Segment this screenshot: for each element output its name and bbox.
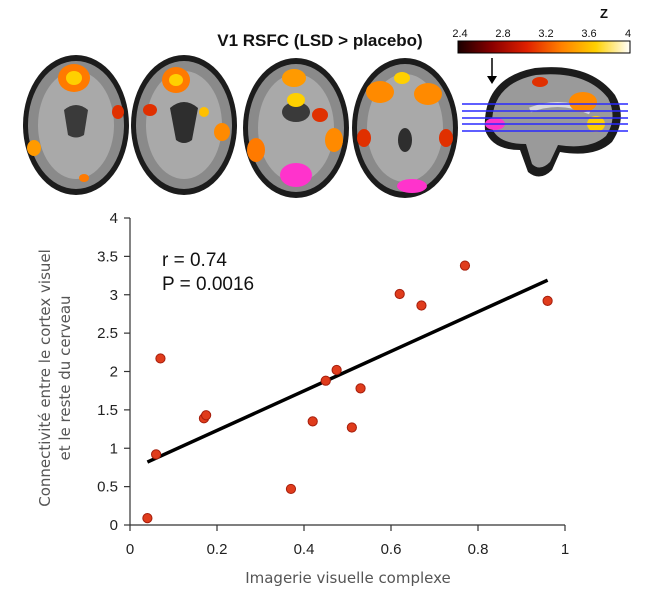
data-point — [394, 288, 405, 300]
x-tick-label: 0 — [126, 541, 134, 558]
y-tick-label: 0.5 — [97, 479, 118, 496]
colorbar-label: Z — [600, 6, 608, 21]
colorbar-tick: 3.6 — [581, 28, 596, 40]
y-tick-label: 3.5 — [97, 248, 118, 265]
data-point — [155, 353, 166, 364]
brain-slice-sagittal — [462, 67, 628, 177]
y-tick-label: 1 — [110, 440, 118, 457]
y-axis-ticks: 0 0.5 1 1.5 2 2.5 3 3.5 4 — [97, 210, 130, 534]
x-tick-label: 0.8 — [468, 541, 489, 558]
x-tick-label: 0.6 — [381, 541, 402, 558]
data-point — [346, 422, 357, 433]
y-tick-label: 0 — [110, 517, 118, 534]
scatter-plot: 0 0.5 1 1.5 2 2.5 3 3.5 4 0 0.2 0.4 0.6 0.8 1 — [97, 210, 569, 558]
data-point — [201, 410, 212, 421]
data-point — [285, 483, 297, 495]
brain-slice-axial-2 — [131, 55, 237, 195]
data-point — [542, 295, 553, 306]
arrow-down-icon — [487, 58, 497, 84]
figure-title: V1 RSFC (LSD > placebo) — [217, 31, 422, 50]
data-point — [459, 260, 471, 271]
y-tick-label: 2 — [110, 364, 118, 381]
y-tick-label: 1.5 — [97, 402, 118, 419]
x-axis-label: Imagerie visuelle complexe — [245, 569, 451, 587]
data-points — [142, 260, 553, 524]
colorbar-tick: 2.4 — [452, 28, 467, 40]
p-value: P = 0.0016 — [162, 274, 254, 295]
data-point — [416, 300, 427, 311]
y-tick-label: 3 — [110, 287, 118, 304]
data-point — [151, 449, 162, 460]
colorbar-tick: 2.8 — [495, 28, 510, 40]
brain-slice-axial-4 — [352, 58, 458, 198]
y-axis-label-line-1: Connectivité entre le cortex visuel — [36, 249, 54, 507]
regression-line — [146, 278, 549, 464]
data-point — [307, 416, 318, 427]
data-point — [355, 383, 366, 394]
data-point — [331, 364, 342, 376]
brain-slice-axial-3 — [243, 58, 349, 198]
data-point — [320, 375, 331, 386]
colorbar-tick: 3.2 — [538, 28, 553, 40]
correlation-r: r = 0.74 — [162, 250, 227, 271]
colorbar — [457, 40, 631, 54]
x-tick-label: 1 — [561, 541, 569, 558]
x-tick-label: 0.2 — [207, 541, 228, 558]
colorbar-tick: 4 — [625, 28, 631, 40]
x-tick-label: 0.4 — [294, 541, 315, 558]
brain-slice-axial-1 — [23, 55, 129, 195]
data-point — [142, 512, 153, 524]
x-axis-ticks: 0 0.2 0.4 0.6 0.8 1 — [126, 525, 569, 558]
y-axis-label-line-2: et le reste du cerveau — [56, 295, 74, 460]
y-tick-label: 4 — [110, 210, 118, 227]
y-tick-label: 2.5 — [97, 325, 118, 342]
